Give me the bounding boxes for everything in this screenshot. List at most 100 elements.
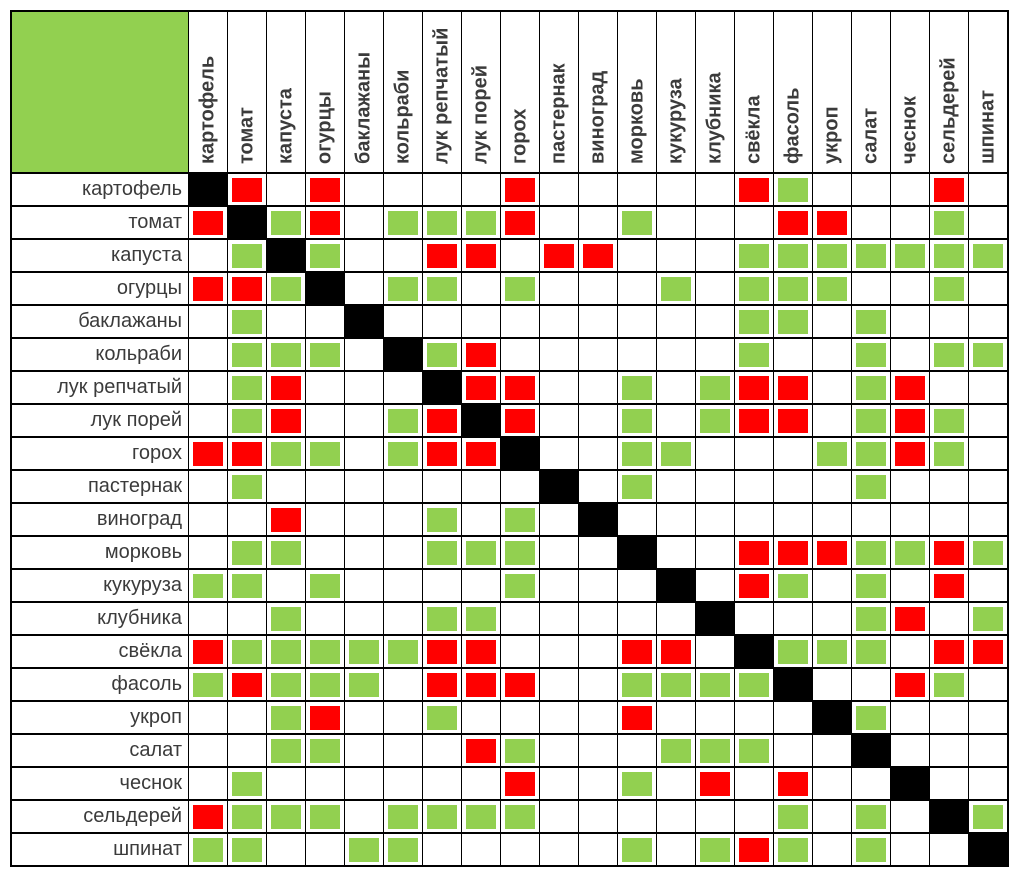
cell-fill	[427, 706, 457, 730]
matrix-cell	[501, 668, 540, 701]
matrix-cell	[696, 239, 735, 272]
matrix-cell	[267, 437, 306, 470]
cell-fill	[466, 640, 496, 664]
matrix-cell	[384, 305, 423, 338]
matrix-cell	[462, 701, 501, 734]
matrix-cell	[813, 833, 852, 866]
matrix-cell	[384, 701, 423, 734]
cell-fill	[232, 772, 262, 796]
matrix-cell	[852, 833, 891, 866]
cell-fill	[817, 640, 847, 664]
matrix-cell	[618, 239, 657, 272]
matrix-cell	[813, 272, 852, 305]
matrix-cell	[345, 833, 384, 866]
matrix-cell	[969, 470, 1009, 503]
matrix-cell	[462, 833, 501, 866]
matrix-cell	[189, 668, 228, 701]
matrix-cell	[735, 503, 774, 536]
matrix-cell	[891, 668, 930, 701]
matrix-cell	[852, 206, 891, 239]
matrix-cell	[735, 536, 774, 569]
cell-fill	[232, 310, 262, 334]
cell-fill	[622, 673, 652, 697]
matrix-cell	[540, 305, 579, 338]
matrix-cell	[618, 767, 657, 800]
matrix-cell	[852, 239, 891, 272]
matrix-cell	[969, 767, 1009, 800]
table-row: томат	[11, 206, 1008, 239]
row-header: баклажаны	[11, 305, 189, 338]
cell-fill	[232, 178, 262, 202]
matrix-cell	[735, 239, 774, 272]
row-header: лук порей	[11, 404, 189, 437]
matrix-cell	[579, 239, 618, 272]
cell-fill	[778, 310, 808, 334]
cell-fill	[271, 541, 301, 565]
col-label: укроп	[821, 106, 844, 164]
matrix-cell	[228, 305, 267, 338]
matrix-cell	[189, 470, 228, 503]
matrix-cell	[228, 404, 267, 437]
cell-fill	[817, 541, 847, 565]
matrix-cell	[930, 569, 969, 602]
cell-fill	[427, 244, 457, 268]
cell-fill	[232, 475, 262, 499]
matrix-cell	[891, 173, 930, 206]
matrix-cell	[618, 635, 657, 668]
cell-fill	[778, 640, 808, 664]
cell-fill	[232, 277, 262, 301]
matrix-cell	[501, 338, 540, 371]
col-label: пастернак	[548, 63, 571, 164]
matrix-cell	[969, 800, 1009, 833]
cell-fill	[661, 673, 691, 697]
matrix-cell	[423, 338, 462, 371]
matrix-cell	[774, 272, 813, 305]
cell-fill	[427, 805, 457, 829]
matrix-cell	[306, 734, 345, 767]
matrix-cell	[618, 569, 657, 602]
cell-fill	[505, 376, 535, 400]
matrix-cell	[228, 437, 267, 470]
cell-fill	[856, 640, 886, 664]
matrix-cell	[891, 833, 930, 866]
cell-fill	[739, 277, 769, 301]
matrix-cell	[189, 404, 228, 437]
cell-fill	[388, 409, 418, 433]
cell-fill	[505, 574, 535, 598]
cell-fill	[856, 310, 886, 334]
matrix-cell	[930, 536, 969, 569]
matrix-cell	[618, 173, 657, 206]
matrix-cell	[462, 503, 501, 536]
matrix-cell	[657, 701, 696, 734]
cell-fill	[739, 541, 769, 565]
matrix-cell	[891, 305, 930, 338]
matrix-cell	[696, 503, 735, 536]
matrix-cell	[384, 239, 423, 272]
matrix-cell	[384, 668, 423, 701]
col-label: томат	[236, 107, 259, 164]
matrix-cell	[813, 503, 852, 536]
matrix-cell	[267, 602, 306, 635]
cell-fill	[271, 607, 301, 631]
matrix-cell	[306, 437, 345, 470]
col-header: кукуруза	[657, 11, 696, 173]
cell-fill	[895, 376, 925, 400]
matrix-cell	[891, 272, 930, 305]
matrix-cell	[774, 338, 813, 371]
matrix-cell	[657, 767, 696, 800]
matrix-cell	[228, 833, 267, 866]
matrix-cell	[618, 833, 657, 866]
row-header: свёкла	[11, 635, 189, 668]
cell-fill	[622, 640, 652, 664]
cell-fill	[778, 772, 808, 796]
matrix-cell	[657, 305, 696, 338]
matrix-cell	[579, 734, 618, 767]
col-label: кукуруза	[665, 78, 688, 164]
matrix-cell	[501, 173, 540, 206]
matrix-cell	[462, 602, 501, 635]
matrix-cell	[189, 305, 228, 338]
matrix-cell	[423, 371, 462, 404]
row-header: пастернак	[11, 470, 189, 503]
matrix-cell	[657, 734, 696, 767]
cell-fill	[427, 673, 457, 697]
